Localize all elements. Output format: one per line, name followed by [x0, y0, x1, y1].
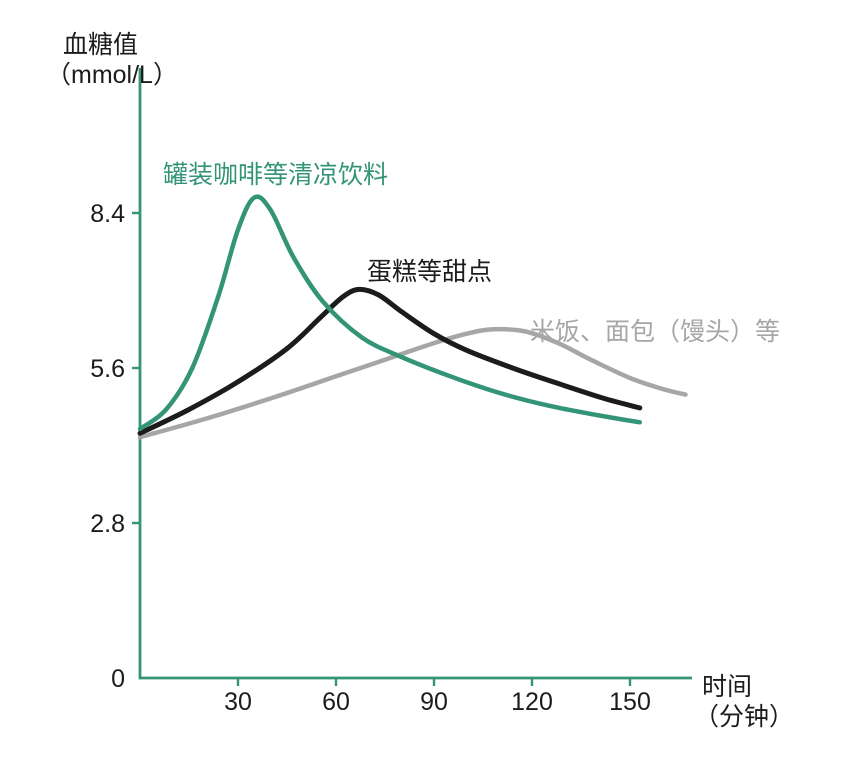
y-axis-title: 血糖值 （mmol/L）: [46, 30, 178, 90]
series-label-canned-coffee-drinks: 罐装咖啡等清凉饮料: [163, 161, 389, 189]
series-line-1: [137, 286, 643, 436]
x-axis-title-line1: 时间: [702, 673, 753, 701]
x-tick-label: 120: [511, 688, 553, 716]
y-tick-label: 0: [111, 665, 125, 693]
x-tick-label: 90: [420, 688, 448, 716]
y-axis-title-line1: 血糖值: [63, 31, 139, 59]
series-label-cake-sweets: 蛋糕等甜点: [367, 258, 493, 286]
y-tick-label: 2.8: [90, 510, 125, 538]
y-tick-label: 8.4: [90, 200, 125, 228]
series-label-rice-bread: 米饭、面包（馒头）等: [530, 318, 781, 346]
x-tick-label: 30: [224, 688, 252, 716]
y-axis-title-line2: （mmol/L）: [46, 61, 178, 89]
series-line-0: [137, 194, 643, 432]
y-tick-label: 5.6: [90, 355, 125, 383]
axes-line: [138, 68, 692, 680]
x-tick-label: 60: [322, 688, 350, 716]
x-tick-label: 150: [609, 688, 651, 716]
x-axis-title-line2: （分钟）: [694, 703, 795, 731]
x-axis-title: 时间 （分钟）: [694, 672, 794, 732]
series-line-2: [137, 326, 688, 440]
